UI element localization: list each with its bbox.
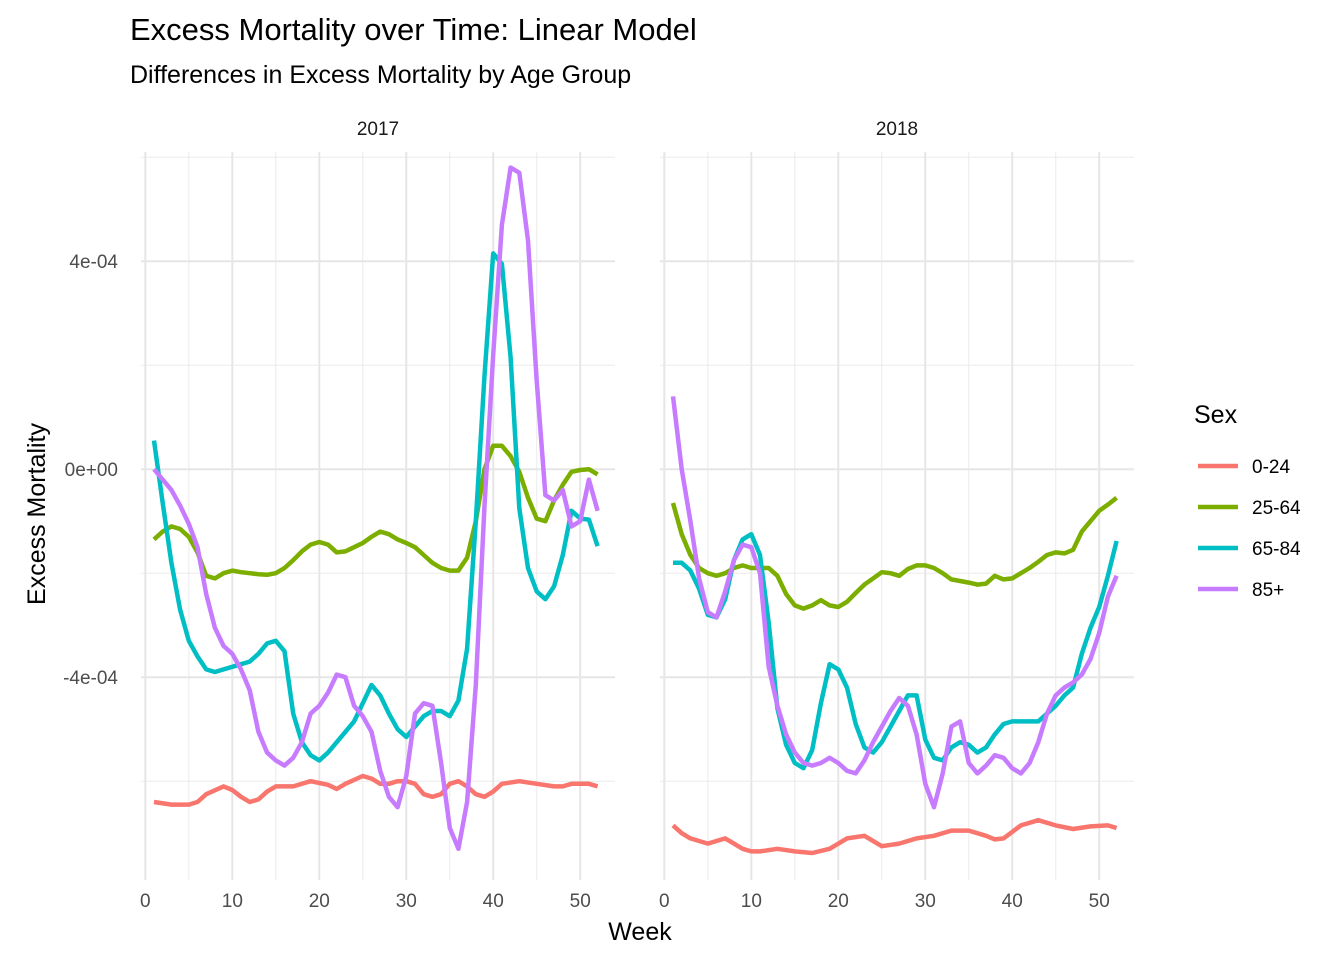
x-tick-label: 50 — [1089, 891, 1110, 912]
x-tick-label: 10 — [222, 891, 243, 912]
series-line-65-84 — [151, 251, 600, 763]
x-tick-label: 20 — [828, 891, 849, 912]
series-line-25-64 — [152, 443, 599, 581]
x-tick-label: 40 — [483, 891, 504, 912]
x-tick-label: 30 — [915, 891, 936, 912]
series-line-25-64 — [670, 496, 1118, 611]
facet-strip-label: 2017 — [357, 119, 399, 140]
legend-label: 65-84 — [1252, 539, 1301, 560]
x-axis-title: Week — [608, 918, 672, 946]
x-tick-label: 10 — [741, 891, 762, 912]
x-tick-label: 50 — [570, 891, 591, 912]
series-line-65-84 — [673, 531, 1119, 771]
panel-2018: 2018 0 10 20 30 40 50 — [659, 119, 1134, 912]
legend-title: Sex — [1194, 401, 1238, 429]
x-tick-label: 40 — [1002, 891, 1023, 912]
chart-subtitle: Differences in Excess Mortality by Age G… — [130, 61, 631, 89]
legend: Sex 0-24 25-64 65-84 85+ — [1194, 401, 1301, 601]
y-tick-label: 4e-04 — [69, 252, 118, 273]
series-line-85+ — [670, 396, 1119, 810]
chart-title: Excess Mortality over Time: Linear Model — [130, 12, 697, 47]
y-tick-label: -4e-04 — [63, 668, 118, 689]
x-tick-label: 0 — [659, 891, 670, 912]
series-line-85+ — [152, 165, 600, 852]
series-line-0-24 — [153, 773, 599, 807]
y-tick-label: 0e+00 — [65, 460, 118, 481]
x-tick-label: 20 — [309, 891, 330, 912]
facet-strip-label: 2018 — [876, 119, 918, 140]
legend-label: 0-24 — [1252, 457, 1290, 478]
legend-label: 85+ — [1252, 580, 1284, 601]
series-line-0-24 — [671, 817, 1118, 856]
legend-label: 25-64 — [1252, 498, 1301, 519]
panel-2017: 2017 0 10 20 30 40 50 -4e-04 0e+00 4e-04 — [63, 119, 615, 912]
x-tick-label: 0 — [140, 891, 151, 912]
x-tick-label: 30 — [396, 891, 417, 912]
y-axis-title: Excess Mortality — [23, 423, 51, 605]
